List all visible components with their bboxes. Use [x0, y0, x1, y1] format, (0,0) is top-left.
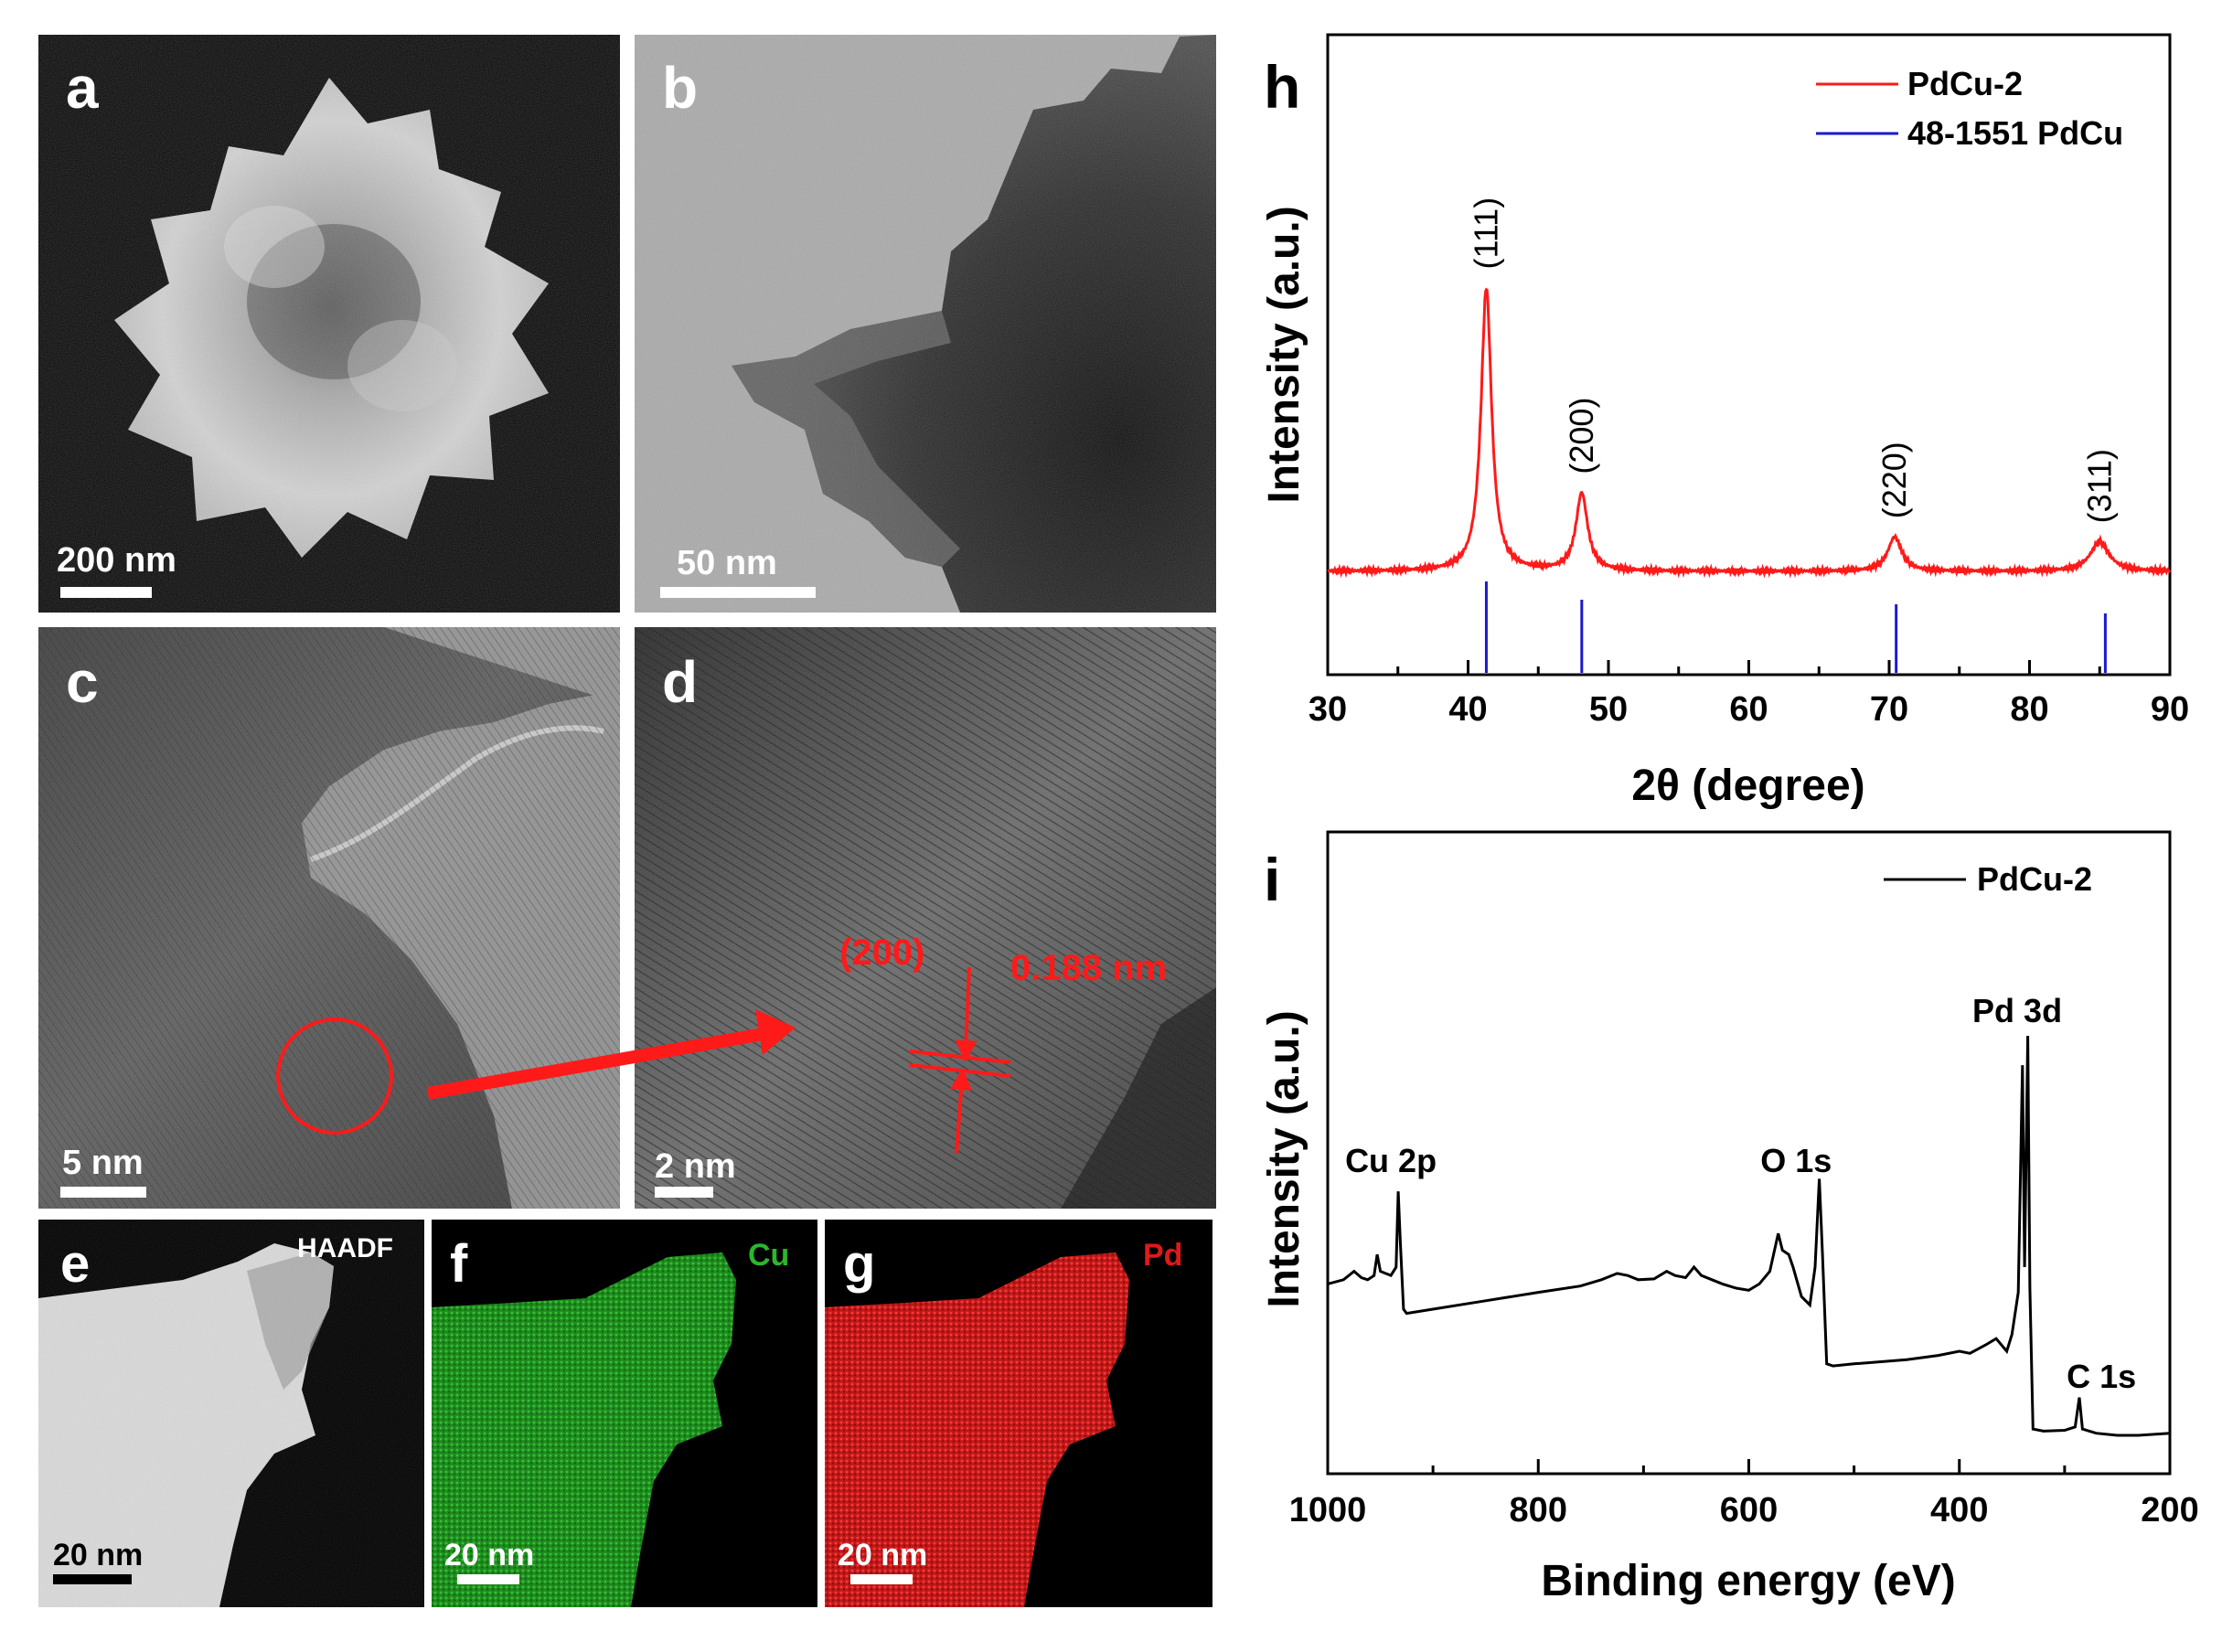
- peak-labels: Cu 2p O 1s Pd 3d C 1s: [1345, 992, 2136, 1395]
- plot-frame: [1326, 830, 2172, 1476]
- legend-entry: PdCu-2: [1977, 860, 2092, 898]
- peak-label: (220): [1875, 442, 1913, 518]
- x-tick-label: 70: [1870, 690, 1908, 729]
- channel-label: HAADF: [297, 1233, 393, 1263]
- legend: PdCu-2: [1884, 860, 2092, 898]
- x-tick-label: 200: [2141, 1491, 2198, 1529]
- panel-a: a 200 nm: [38, 35, 620, 613]
- x-tick-label: 400: [1930, 1491, 1988, 1529]
- channel-label: Pd: [1143, 1238, 1182, 1273]
- lattice-spacing-label: 0.188 nm: [1010, 948, 1167, 988]
- x-tick-label: 50: [1589, 690, 1628, 729]
- peak-label: (200): [1563, 398, 1600, 474]
- panel-b: b 50 nm: [635, 35, 1216, 613]
- scale-bar: [457, 1574, 519, 1584]
- x-axis-label: 2θ (degree): [1631, 762, 1864, 810]
- legend: PdCu-2 48-1551 PdCu: [1816, 65, 2123, 152]
- legend-entry: PdCu-2: [1907, 65, 2023, 102]
- chart-h: h 30 40 50 60 70 80 90 (111) (200) (220) (311) 2θ…: [1260, 33, 2189, 810]
- scale-bar: [60, 587, 152, 598]
- peak-label: O 1s: [1760, 1142, 1832, 1179]
- peak-label: (111): [1467, 197, 1504, 270]
- series-line-pdcu-2: [1327, 1035, 2171, 1437]
- x-axis-label: Binding energy (eV): [1541, 1557, 1955, 1605]
- scale-bar: [850, 1574, 913, 1584]
- scale-bar: [660, 587, 816, 598]
- peak-labels: (111) (200) (220) (311): [1467, 197, 2118, 524]
- peak-label: C 1s: [2067, 1358, 2136, 1395]
- y-axis-label: Intensity (a.u.): [1260, 1010, 1309, 1307]
- selected-area-circle: [276, 1018, 393, 1135]
- x-tick-label: 90: [2151, 690, 2189, 729]
- peak-label: Cu 2p: [1345, 1142, 1437, 1179]
- panel-g: g Pd 20 nm: [825, 1220, 1212, 1607]
- panel-letter: i: [1264, 846, 1280, 913]
- panel-f: f Cu 20 nm: [432, 1220, 817, 1607]
- scale-bar-label: 200 nm: [57, 541, 176, 580]
- peak-label: Pd 3d: [1972, 992, 2062, 1029]
- scale-bar-label: 20 nm: [838, 1538, 927, 1572]
- panel-letter: b: [662, 55, 698, 121]
- panel-letter: g: [843, 1234, 875, 1294]
- scale-bar: [655, 1187, 713, 1198]
- scale-bar-label: 5 nm: [62, 1144, 144, 1182]
- scale-bar-label: 2 nm: [655, 1147, 736, 1186]
- y-axis-label: Intensity (a.u.): [1260, 206, 1309, 503]
- panel-letter: e: [60, 1234, 90, 1294]
- panel-letter: f: [450, 1234, 468, 1294]
- scale-bar-label: 50 nm: [677, 544, 777, 582]
- legend-entry: 48-1551 PdCu: [1907, 114, 2123, 152]
- scale-bar: [53, 1574, 132, 1584]
- reference-pattern: [1484, 581, 2107, 673]
- x-tick-label: 1000: [1289, 1491, 1367, 1529]
- panel-c: c 5 nm: [38, 627, 620, 1209]
- scale-bar-label: 20 nm: [444, 1538, 534, 1572]
- x-tick-label: 60: [1729, 690, 1768, 729]
- panel-letter: h: [1264, 53, 1300, 121]
- x-tick-label: 80: [2010, 690, 2048, 729]
- lattice-spacing-marker: [909, 966, 1011, 1155]
- x-tick-label: 800: [1510, 1491, 1567, 1529]
- panel-letter: d: [662, 649, 698, 715]
- lattice-plane-label: (200): [839, 933, 924, 973]
- x-axis: 1000 800 600 400 200: [1289, 1459, 2199, 1529]
- panel-d: d (200) 0.188 nm 2 nm: [635, 627, 1216, 1209]
- panel-e: e HAADF 20 nm: [38, 1220, 424, 1607]
- zoom-arrow: [426, 1009, 796, 1100]
- x-axis: 30 40 50 60 70 80 90: [1309, 660, 2189, 729]
- scale-bar-label: 20 nm: [53, 1538, 143, 1572]
- series-line-pdcu-2: [1327, 287, 2172, 579]
- scale-bar: [60, 1187, 146, 1198]
- x-tick-label: 40: [1448, 690, 1487, 729]
- panel-letter: a: [66, 55, 99, 121]
- x-tick-label: 600: [1720, 1491, 1778, 1529]
- panel-letter: c: [66, 649, 99, 715]
- peak-label: (311): [2080, 449, 2118, 523]
- channel-label: Cu: [748, 1238, 789, 1273]
- chart-i: i 1000 800 600 400 200 Cu 2p O 1s Pd 3d C 1s Bi…: [1260, 830, 2199, 1605]
- nanoflower-particle: [38, 35, 620, 613]
- x-tick-label: 30: [1309, 690, 1347, 729]
